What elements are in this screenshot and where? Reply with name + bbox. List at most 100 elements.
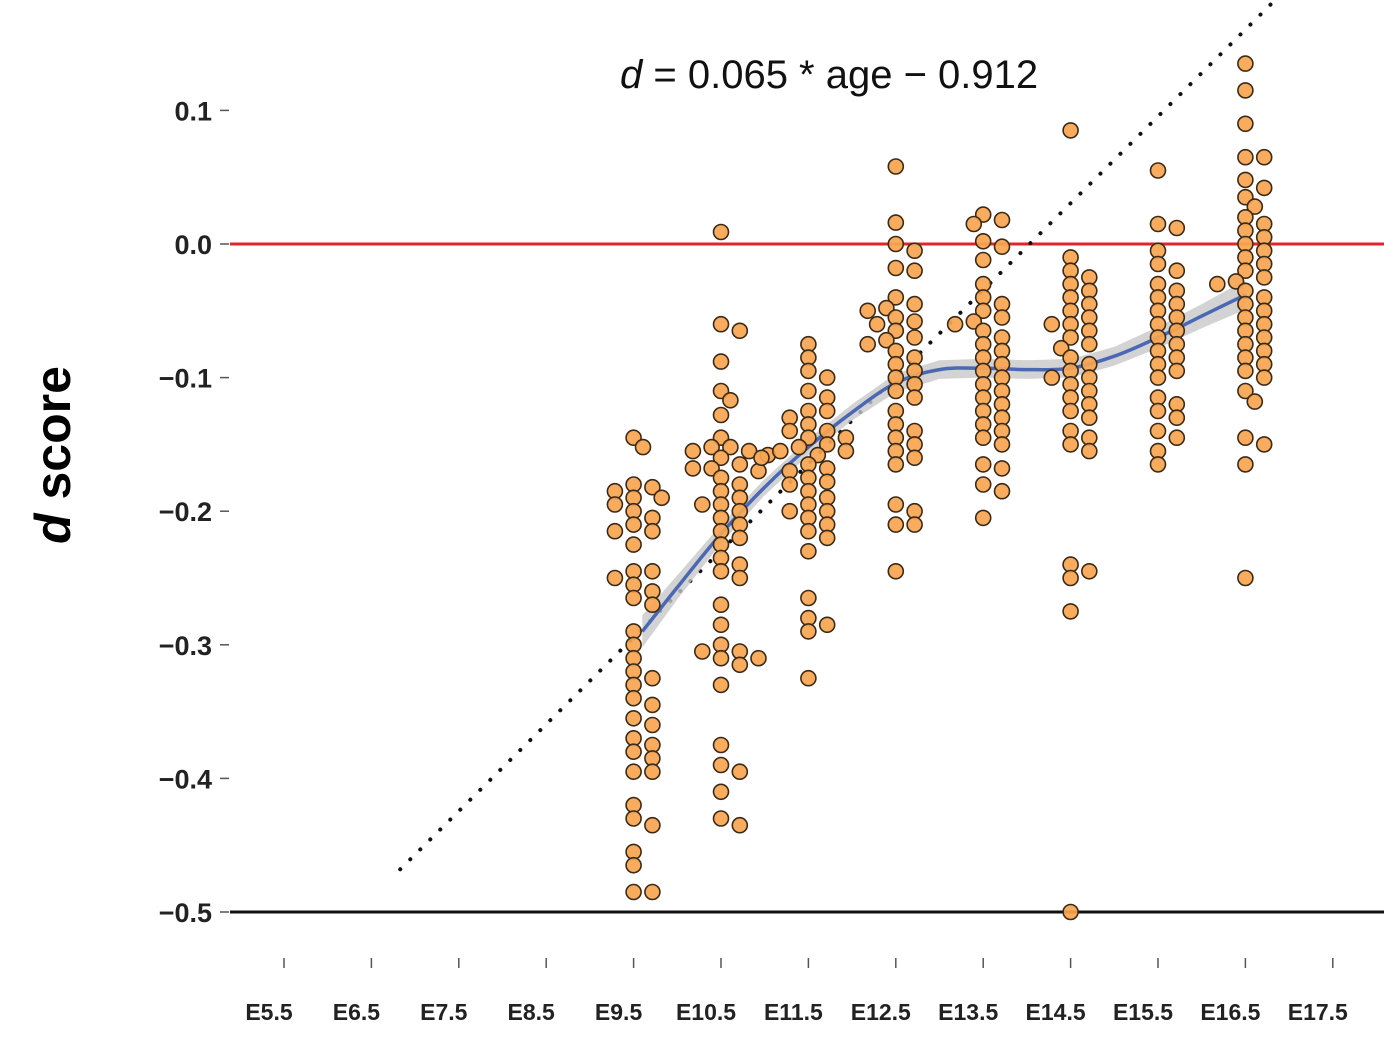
data-point (887, 158, 905, 175)
data-point (974, 429, 992, 447)
data-point (1062, 603, 1079, 620)
data-point (993, 436, 1011, 453)
data-point (712, 449, 730, 467)
data-point (1081, 409, 1098, 427)
regression-equation: d = 0.065 * age − 0.912 (620, 53, 1038, 97)
data-point (1062, 122, 1079, 139)
data-point (887, 516, 905, 533)
data-point (740, 442, 758, 460)
data-point (1246, 393, 1264, 410)
data-point (1209, 275, 1226, 293)
data-point (644, 763, 661, 781)
data-point (703, 438, 720, 456)
data-point (790, 438, 808, 456)
data-point (625, 743, 642, 761)
data-point (1246, 198, 1264, 215)
data-point (818, 473, 836, 491)
data-point (1237, 55, 1254, 72)
data-point (974, 302, 992, 320)
data-point (781, 422, 799, 440)
data-point (800, 522, 817, 540)
data-point (1237, 429, 1254, 447)
data-point (906, 313, 923, 330)
data-point (818, 529, 836, 547)
data-point (993, 238, 1011, 255)
data-point (644, 883, 661, 901)
data-point (1149, 456, 1167, 473)
data-point (1043, 315, 1061, 333)
data-point (878, 331, 895, 349)
data-point (693, 643, 711, 660)
data-point (993, 211, 1011, 229)
data-point (1237, 115, 1254, 133)
x-tick-label: E5.5 (245, 999, 293, 1025)
data-point (800, 362, 817, 380)
data-point (684, 460, 702, 477)
data-point (731, 816, 749, 834)
data-point (684, 442, 702, 460)
data-point (712, 223, 730, 241)
x-tick-label: E9.5 (595, 999, 643, 1025)
data-point (974, 456, 992, 473)
data-point (625, 810, 642, 827)
x-tick-label: E14.5 (1026, 999, 1086, 1025)
data-point (644, 716, 661, 734)
data-point (625, 536, 642, 553)
x-tick-label: E6.5 (333, 999, 381, 1025)
data-point (1062, 436, 1079, 453)
data-point (906, 295, 923, 313)
data-point (712, 315, 730, 333)
data-point (1237, 262, 1254, 280)
data-point (644, 562, 661, 580)
y-tick-label: −0.3 (159, 631, 212, 661)
confidence-band-area (642, 280, 1246, 648)
data-point (859, 302, 877, 320)
data-point (625, 763, 642, 781)
data-point (868, 315, 886, 333)
data-point (1255, 269, 1273, 286)
data-point (712, 562, 730, 580)
data-point (712, 649, 730, 667)
data-point (887, 289, 905, 306)
data-point (750, 462, 767, 480)
data-point (1237, 456, 1254, 473)
data-point (625, 689, 642, 707)
data-point (1255, 148, 1273, 166)
data-point (800, 623, 817, 640)
data-point (644, 596, 661, 614)
data-point (1255, 369, 1273, 386)
data-point (1062, 903, 1079, 921)
data-point (1149, 215, 1167, 233)
data-point (993, 482, 1011, 500)
data-point (712, 783, 730, 801)
data-point (887, 235, 905, 253)
data-point (818, 369, 836, 386)
data-point (606, 496, 624, 513)
data-point (1062, 569, 1079, 587)
data-point (653, 489, 671, 507)
y-axis-title-word: score (25, 366, 81, 513)
data-point (644, 478, 661, 496)
data-point (731, 322, 749, 340)
data-point (625, 516, 642, 533)
y-tick-label: 0.0 (174, 230, 212, 260)
x-tick-label: E15.5 (1113, 999, 1173, 1025)
data-point (906, 262, 923, 280)
data-point (800, 382, 817, 400)
data-point (1168, 219, 1186, 237)
x-tick-label: E10.5 (676, 999, 736, 1025)
data-point (753, 449, 770, 467)
data-point (712, 353, 730, 370)
data-point (722, 438, 739, 456)
data-point (974, 476, 992, 493)
x-tick-label: E13.5 (938, 999, 998, 1025)
data-point (731, 456, 749, 473)
data-point (887, 382, 905, 400)
data-point (974, 251, 992, 269)
data-point (750, 649, 767, 667)
confidence-band (642, 280, 1246, 648)
data-point (771, 442, 789, 460)
x-tick-label: E11.5 (764, 999, 823, 1025)
data-point (1237, 148, 1254, 166)
